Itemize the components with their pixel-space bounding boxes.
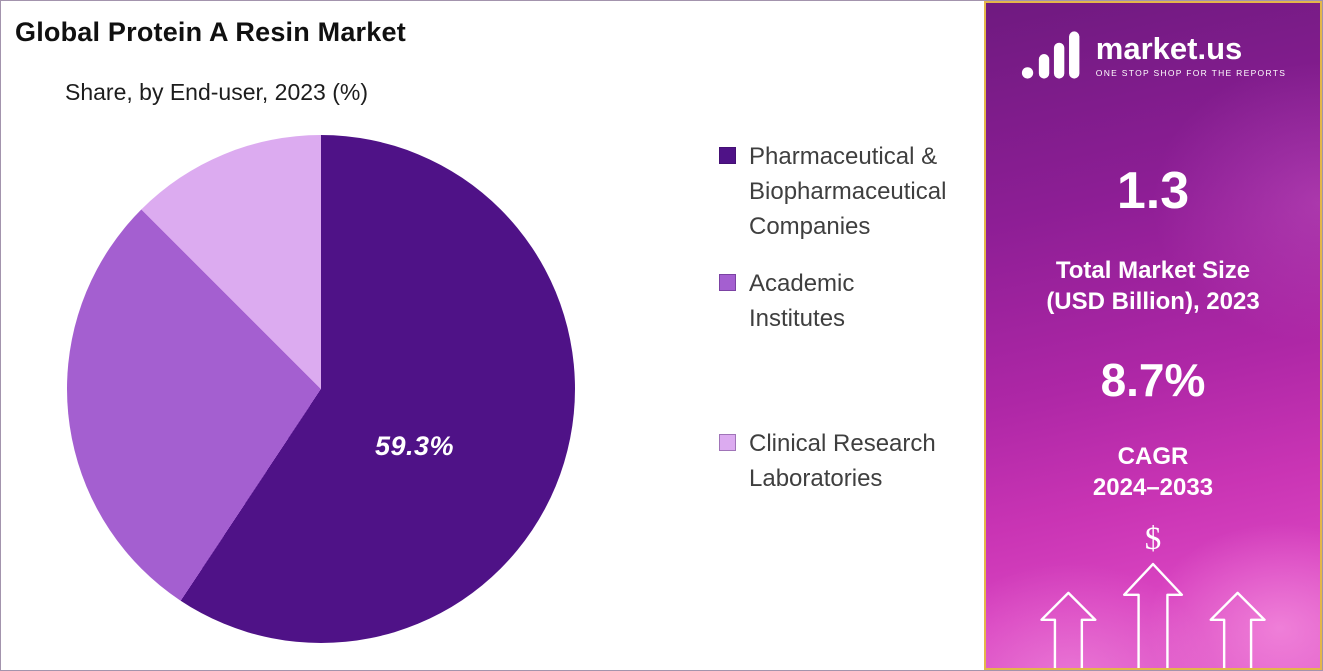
legend-label: Academic Institutes: [749, 270, 855, 332]
pie-slice-label: 59.3%: [375, 431, 455, 461]
legend-swatch: [719, 434, 736, 451]
pie-chart-container: 59.3%: [67, 135, 575, 643]
market-size-value: 1.3: [1116, 162, 1190, 220]
legend-item: Clinical Research Laboratories: [719, 426, 959, 496]
cagr-label-line2: 2024–2033: [1092, 474, 1214, 501]
cagr-label: CAGR 2024–2033: [986, 441, 1320, 503]
legend-label: Clinical Research Laboratories: [749, 430, 936, 492]
growth-arrows-icon: [1040, 562, 1266, 668]
legend-label: Pharmaceutical & Biopharmaceutical Compa…: [749, 143, 947, 240]
chart-legend: Pharmaceutical & Biopharmaceutical Compa…: [719, 139, 959, 496]
market-size-label-line1: Total Market Size: [1055, 257, 1251, 284]
chart-area: Global Protein A Resin Market Share, by …: [1, 1, 984, 670]
legend-swatch: [719, 147, 736, 164]
marketus-logo-icon: [1021, 31, 1080, 79]
legend-swatch: [719, 274, 736, 291]
dollar-symbol: $: [1144, 521, 1162, 557]
chart-subtitle: Share, by End-user, 2023 (%): [65, 79, 368, 105]
market-size-label-line2: (USD Billion), 2023: [1046, 288, 1260, 315]
cagr-value: 8.7%: [1100, 354, 1206, 406]
logo-text-block: market.us ONE STOP SHOP FOR THE REPORTS: [1096, 33, 1286, 78]
sidebar: market.us ONE STOP SHOP FOR THE REPORTS …: [984, 1, 1322, 670]
legend-item: Academic Institutes: [719, 266, 959, 336]
logo-tagline: ONE STOP SHOP FOR THE REPORTS: [1095, 67, 1287, 78]
pie-chart: [67, 135, 575, 643]
chart-title: Global Protein A Resin Market: [15, 17, 406, 47]
cagr-label-line1: CAGR: [1117, 443, 1189, 470]
market-size-label: Total Market Size (USD Billion), 2023: [986, 255, 1320, 317]
legend-item: Pharmaceutical & Biopharmaceutical Compa…: [719, 139, 959, 244]
marketus-logo: market.us ONE STOP SHOP FOR THE REPORTS: [986, 29, 1320, 81]
logo-text: market.us: [1095, 30, 1243, 66]
